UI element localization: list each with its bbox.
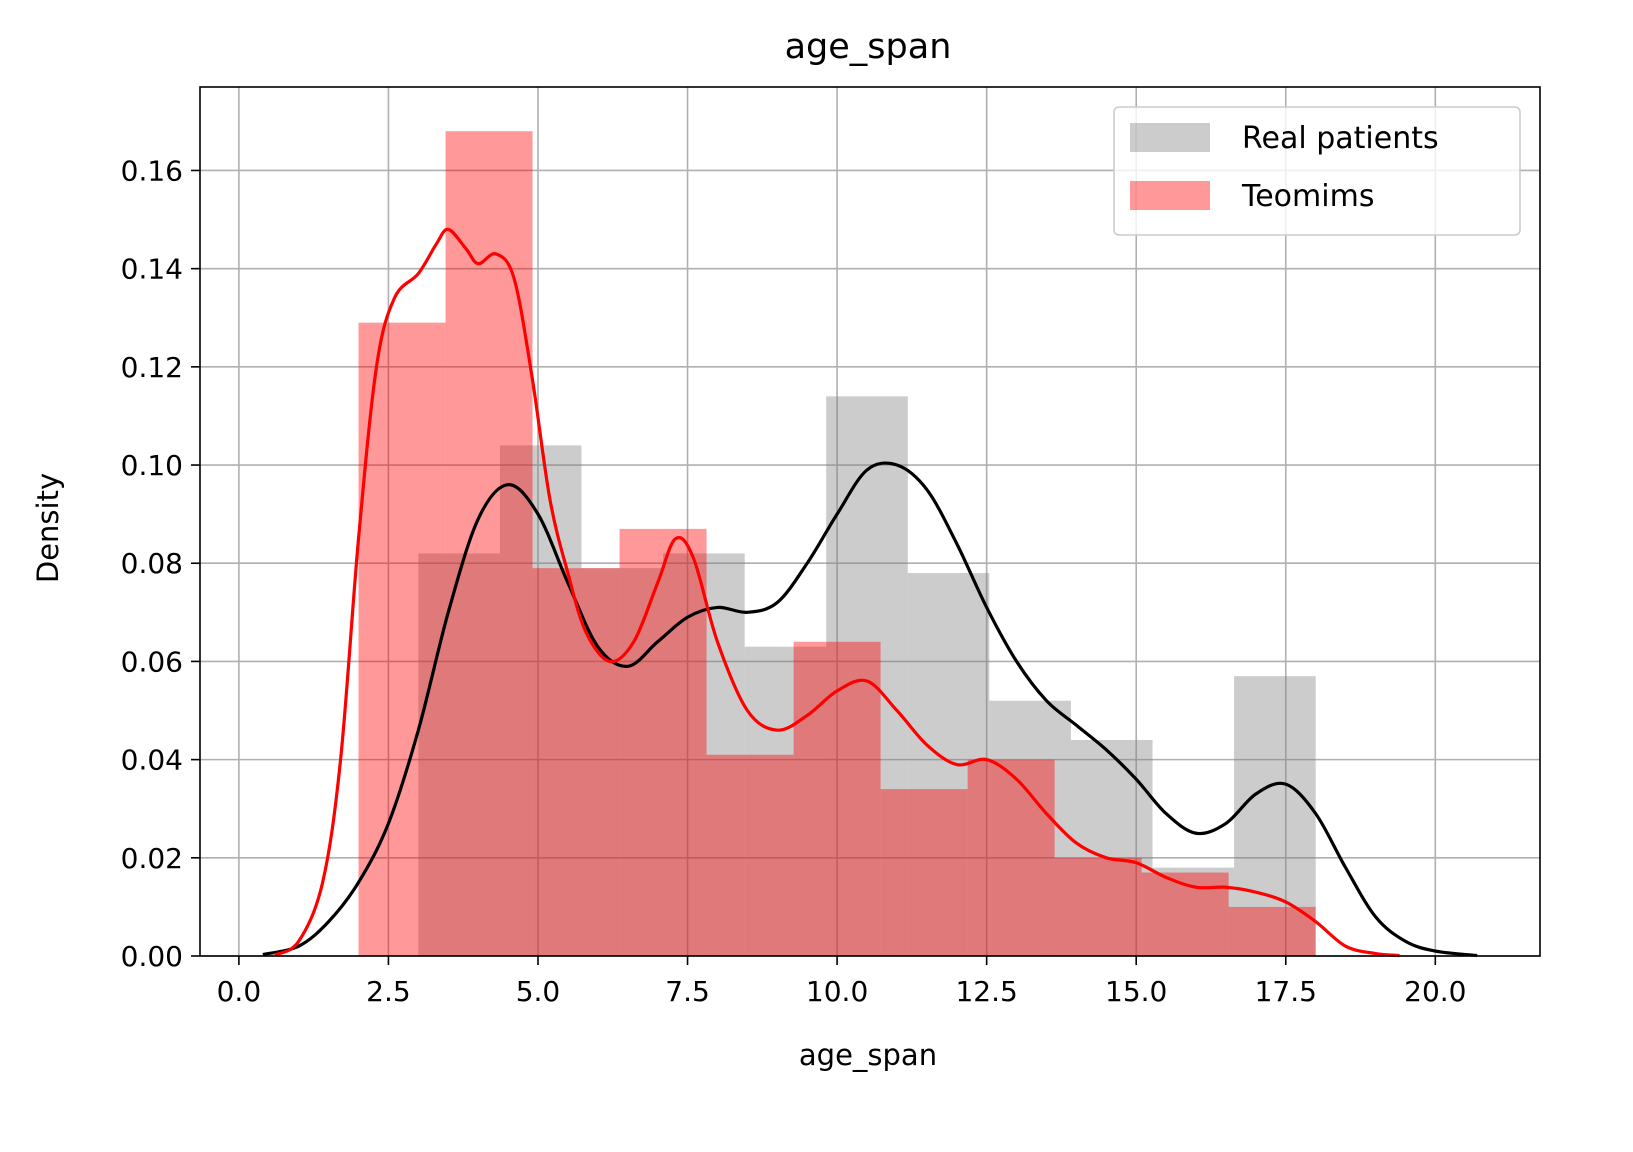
bar-real-patients-9: [1152, 867, 1235, 956]
legend-swatch-real-patients: [1130, 123, 1210, 152]
bars-real-patients: [418, 396, 1316, 957]
bar-real-patients-6: [907, 573, 990, 956]
x-axis-title: age_span: [799, 1038, 937, 1072]
legend-swatch-teomims: [1130, 181, 1210, 210]
legend-label-teomims: Teomims: [1241, 179, 1374, 214]
bars-teomims: [358, 131, 1316, 956]
x-tick-label-3: 7.5: [665, 975, 710, 1008]
chart-title: age_span: [785, 27, 952, 67]
bar-teomims-4: [706, 754, 794, 956]
bar-teomims-0: [358, 322, 446, 956]
x-axis-ticks: 0.0 2.5 5.0 7.5 10.0 12.5 15.0 17.5 20.0: [217, 956, 1466, 1008]
bar-real-patients-5: [826, 396, 908, 957]
bar-teomims-1: [445, 131, 533, 956]
bar-real-patients-0: [418, 553, 500, 956]
x-tick-label-0: 0.0: [217, 975, 262, 1008]
kde-line-real-patients: [262, 461, 1478, 958]
y-axis-title: Density: [31, 473, 65, 583]
bar-teomims-8: [1054, 857, 1142, 956]
y-tick-label-7: 0.14: [121, 253, 183, 286]
x-tick-label-2: 5.0: [516, 975, 561, 1008]
y-tick-label-2: 0.04: [121, 744, 183, 777]
kde-line-teomims: [273, 227, 1400, 958]
bar-real-patients-3: [663, 553, 745, 956]
x-tick-label-1: 2.5: [366, 975, 411, 1008]
bar-teomims-7: [967, 759, 1055, 956]
y-tick-label-8: 0.16: [121, 154, 183, 187]
bar-real-patients-4: [744, 646, 827, 956]
grid: [200, 87, 1540, 957]
bar-teomims-6: [880, 789, 968, 956]
y-tick-label-1: 0.02: [121, 842, 183, 875]
bar-real-patients-2: [581, 568, 664, 956]
bar-real-patients-1: [499, 445, 582, 956]
legend-box: [1113, 106, 1521, 236]
x-tick-label-8: 20.0: [1404, 975, 1466, 1008]
bar-teomims-10: [1228, 906, 1316, 956]
bar-teomims-2: [532, 568, 620, 956]
bar-real-patients-7: [989, 700, 1071, 956]
legend: Real patients Teomims: [1113, 106, 1521, 236]
plot-frame: [199, 86, 1541, 957]
x-tick-label-4: 10.0: [806, 975, 868, 1008]
x-tick-label-7: 17.5: [1255, 975, 1317, 1008]
y-tick-label-0: 0.00: [121, 940, 183, 973]
y-tick-label-3: 0.06: [121, 645, 183, 678]
bar-teomims-3: [619, 528, 707, 956]
y-tick-label-4: 0.08: [121, 547, 183, 580]
bar-real-patients-10: [1234, 676, 1316, 956]
bar-teomims-5: [793, 641, 881, 956]
x-tick-label-5: 12.5: [955, 975, 1017, 1008]
y-axis-ticks: 0.00 0.02 0.04 0.06 0.08 0.10 0.12 0.14 0.16: [121, 154, 200, 973]
legend-label-real-patients: Real patients: [1242, 121, 1439, 156]
y-tick-label-5: 0.10: [121, 449, 183, 482]
y-tick-label-6: 0.12: [121, 351, 183, 384]
x-tick-label-6: 15.0: [1105, 975, 1167, 1008]
kde-lines: [262, 227, 1478, 958]
